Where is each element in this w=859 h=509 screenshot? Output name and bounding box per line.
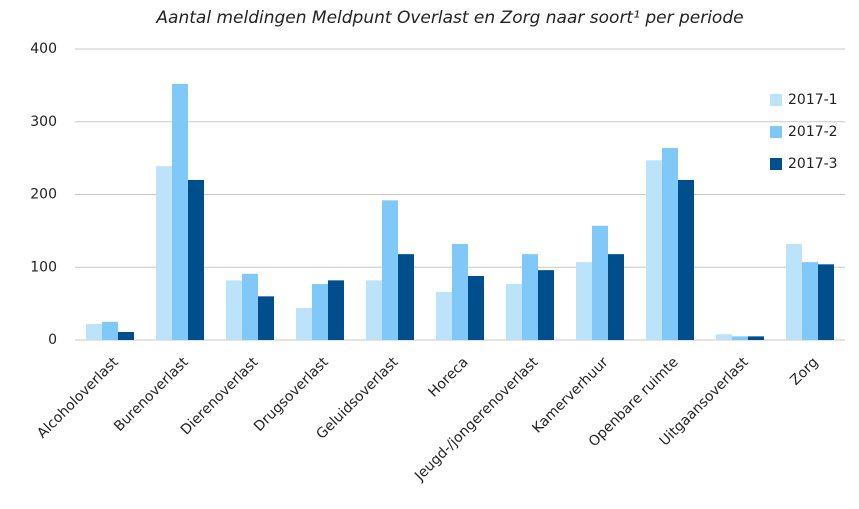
y-tick-label: 200 <box>30 187 57 203</box>
bar <box>102 321 118 340</box>
chart-title: Aantal meldingen Meldpunt Overlast en Zo… <box>155 8 743 28</box>
bar <box>86 323 102 340</box>
x-tick-label: Zorg <box>787 354 821 388</box>
legend-swatch <box>770 94 782 106</box>
legend-swatch <box>770 126 782 138</box>
bar <box>522 254 538 340</box>
y-tick-label: 0 <box>48 332 57 348</box>
bar <box>156 166 172 340</box>
bar <box>802 262 818 340</box>
legend-label: 2017-2 <box>788 124 838 140</box>
bar <box>608 254 624 340</box>
legend-swatch <box>770 158 782 170</box>
bar <box>678 179 694 340</box>
bar <box>296 307 312 340</box>
bar <box>506 283 522 340</box>
x-tick-label: Horeca <box>425 354 471 400</box>
bar <box>328 280 344 340</box>
bar <box>538 270 554 340</box>
legend-label: 2017-3 <box>788 156 838 172</box>
bar <box>172 83 188 341</box>
bar <box>312 283 328 340</box>
bar <box>468 275 484 340</box>
bar <box>662 147 678 340</box>
bar <box>716 334 732 340</box>
bar <box>398 254 414 340</box>
bar <box>382 200 398 340</box>
bar <box>786 243 802 340</box>
x-tick-label: Alcoholoverlast <box>34 354 122 442</box>
bar <box>748 336 764 340</box>
bar <box>576 262 592 340</box>
y-tick-label: 300 <box>30 114 57 130</box>
bar <box>118 331 134 340</box>
bar <box>258 296 274 340</box>
bar <box>646 160 662 340</box>
y-tick-label: 100 <box>30 259 57 275</box>
x-tick-label: Jeugd-/jongerenoverlast <box>411 354 542 485</box>
bar <box>366 280 382 340</box>
x-tick-label: Burenoverlast <box>111 354 192 435</box>
bar <box>242 273 258 340</box>
x-tick-label: Drugsoverlast <box>251 354 332 435</box>
legend-label: 2017-1 <box>788 92 838 108</box>
bar <box>732 336 748 340</box>
y-tick-label: 400 <box>30 41 57 57</box>
bar <box>188 179 204 340</box>
bar <box>436 291 452 340</box>
bar <box>452 243 468 340</box>
bar <box>226 280 242 340</box>
bar <box>818 264 834 340</box>
bar <box>592 225 608 340</box>
